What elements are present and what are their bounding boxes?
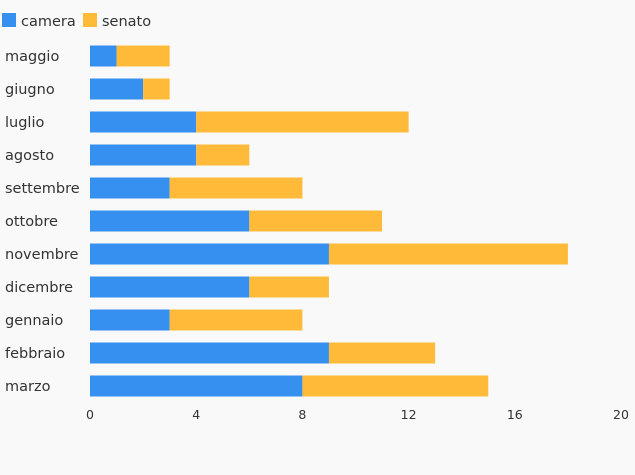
category-label: giugno <box>5 82 55 98</box>
bar-camera <box>90 144 197 166</box>
legend-swatch-camera <box>2 13 16 27</box>
bar-camera <box>90 111 197 133</box>
category-label: febbraio <box>5 346 65 362</box>
bar-camera <box>90 78 144 100</box>
x-axis: 0 4 8 12 16 20 <box>86 407 629 422</box>
bars <box>90 45 568 397</box>
x-tick-label: 12 <box>401 407 417 422</box>
bar-senato <box>328 342 436 364</box>
bar-senato <box>328 243 568 265</box>
bar-senato <box>302 375 489 397</box>
legend-label-camera: camera <box>21 14 76 30</box>
bar-senato <box>169 309 303 331</box>
x-tick-label: 4 <box>192 407 200 422</box>
bar-senato <box>169 177 303 199</box>
bar-camera <box>90 243 329 265</box>
x-tick-label: 0 <box>86 407 94 422</box>
bar-camera <box>90 276 250 298</box>
bar-camera <box>90 309 170 331</box>
bar-senato <box>143 78 170 100</box>
category-label: marzo <box>5 379 51 395</box>
bar-senato <box>196 111 409 133</box>
bar-camera <box>90 210 250 232</box>
legend-label-senato: senato <box>102 14 151 30</box>
category-label: luglio <box>5 115 44 131</box>
category-label: agosto <box>5 148 54 164</box>
category-label: settembre <box>5 181 80 197</box>
x-tick-label: 20 <box>613 407 629 422</box>
x-tick-label: 8 <box>298 407 306 422</box>
legend: camera senato <box>2 13 151 30</box>
bar-camera <box>90 375 303 397</box>
bar-senato <box>116 45 170 67</box>
bar-senato <box>196 144 250 166</box>
bar-senato <box>249 210 383 232</box>
bar-camera <box>90 177 170 199</box>
category-label: gennaio <box>5 313 63 329</box>
category-labels: maggio giugno luglio agosto settembre ottobre… <box>5 49 80 395</box>
category-label: novembre <box>5 247 79 263</box>
bar-senato <box>249 276 329 298</box>
legend-swatch-senato <box>83 13 97 27</box>
x-tick-label: 16 <box>507 407 523 422</box>
category-label: ottobre <box>5 214 58 230</box>
bar-camera <box>90 342 329 364</box>
category-label: dicembre <box>5 280 73 296</box>
bar-camera <box>90 45 117 67</box>
category-label: maggio <box>5 49 59 65</box>
